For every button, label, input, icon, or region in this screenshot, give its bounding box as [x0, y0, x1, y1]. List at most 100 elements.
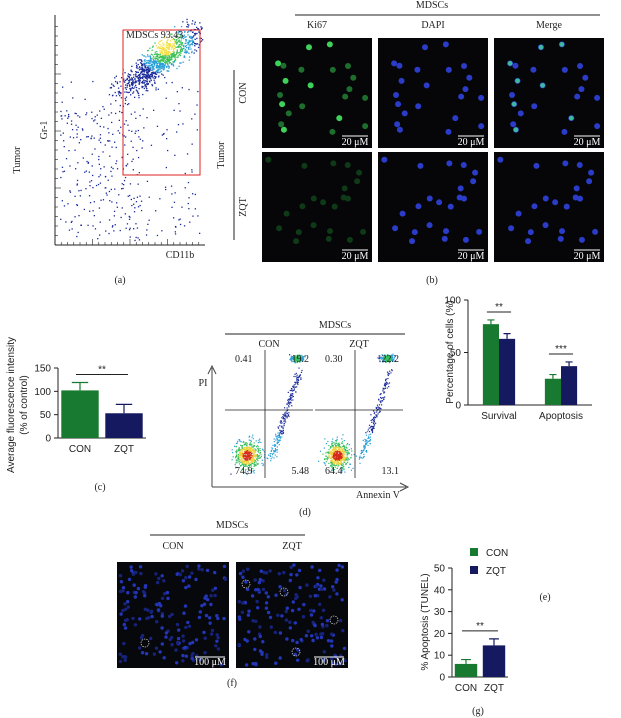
cell — [341, 629, 344, 632]
flow-dot — [156, 58, 157, 59]
flow-dot — [295, 382, 296, 383]
flow-dot — [175, 54, 176, 55]
flow-dot — [144, 88, 145, 89]
flow-dot — [344, 440, 345, 441]
cell — [209, 594, 212, 597]
flow-dot — [119, 81, 120, 82]
flow-dot — [97, 123, 98, 124]
cell — [586, 178, 592, 184]
flow-dot — [74, 196, 75, 197]
flow-dot — [243, 460, 244, 461]
flow-dot — [131, 141, 132, 142]
flow-dot — [184, 52, 185, 53]
quadrant-value: 74.9 — [235, 466, 253, 477]
flow-dot — [256, 461, 257, 462]
flow-dot — [283, 428, 284, 429]
cell — [509, 92, 515, 98]
flow-dot — [137, 197, 138, 198]
flow-dot — [127, 125, 128, 126]
flow-dot — [153, 66, 154, 67]
cell — [190, 572, 193, 575]
cell — [289, 626, 292, 629]
cell — [177, 637, 180, 640]
flow-dot — [267, 458, 268, 459]
flow-dot — [136, 150, 137, 151]
cell — [156, 581, 159, 584]
flow-dot — [374, 413, 375, 414]
flow-dot — [137, 237, 138, 238]
cell — [265, 601, 268, 604]
flow-dot — [249, 447, 250, 448]
cell — [256, 588, 259, 591]
flow-dot — [100, 126, 101, 127]
flow-dot — [134, 207, 135, 208]
flow-dot — [365, 432, 366, 433]
quadrant-value: 0.30 — [325, 354, 343, 365]
flow-dot — [275, 435, 276, 436]
flow-dot — [258, 463, 259, 464]
y-tick-label: 150 — [34, 364, 51, 375]
flow-dot — [336, 456, 337, 457]
flow-dot — [239, 459, 240, 460]
flow-dot — [166, 67, 167, 68]
flow-dot — [148, 83, 149, 84]
flow-dot — [327, 441, 328, 442]
flow-dot — [300, 379, 301, 380]
flow-dot — [108, 180, 109, 181]
flow-dot — [155, 89, 156, 90]
flow-dot — [251, 459, 252, 460]
cell — [362, 95, 368, 101]
flow-dot — [334, 444, 335, 445]
cell — [561, 129, 567, 135]
flow-dot — [149, 77, 150, 78]
cell — [356, 170, 362, 176]
flow-dot — [286, 411, 287, 412]
flow-dot — [281, 426, 282, 427]
flow-dot — [157, 235, 158, 236]
flow-dot — [331, 462, 332, 463]
flow-dot — [144, 63, 145, 64]
flow-dot — [162, 68, 163, 69]
flow-dot — [379, 412, 380, 413]
flow-dot — [182, 21, 183, 22]
flow-dot — [105, 144, 106, 145]
flow-dot — [171, 49, 172, 50]
flow-dot — [288, 406, 289, 407]
cell — [203, 651, 206, 654]
flow-dot — [166, 129, 167, 130]
cell — [260, 570, 263, 573]
flow-dot — [243, 457, 244, 458]
error-bar — [116, 404, 132, 413]
flow-dot — [64, 146, 65, 147]
flow-dot — [90, 202, 91, 203]
cell — [530, 67, 536, 73]
flow-dot — [347, 457, 348, 458]
flow-dot — [128, 130, 129, 131]
flow-dot — [192, 193, 193, 194]
flow-dot — [167, 70, 168, 71]
flow-dot — [98, 176, 99, 177]
flow-dot — [294, 374, 295, 375]
flow-dot — [144, 74, 145, 75]
flow-dot — [236, 446, 237, 447]
flow-dot — [332, 439, 333, 440]
flow-dot — [142, 74, 143, 75]
flow-dot — [359, 463, 360, 464]
cell — [569, 116, 574, 121]
flow-dot — [117, 82, 118, 83]
flow-dot — [370, 426, 371, 427]
flow-dot — [134, 79, 135, 80]
flow-dot — [155, 77, 156, 78]
cell — [286, 607, 289, 610]
flow-dot — [89, 211, 90, 212]
flow-dot — [133, 198, 134, 199]
flow-dot — [131, 161, 132, 162]
flow-dot — [105, 230, 106, 231]
cell — [298, 569, 301, 572]
flow-dot — [331, 444, 332, 445]
flow-dot — [143, 80, 144, 81]
flow-dot — [328, 449, 329, 450]
flow-dot — [180, 224, 181, 225]
flow-dot — [178, 52, 179, 53]
flow-dot — [178, 41, 179, 42]
